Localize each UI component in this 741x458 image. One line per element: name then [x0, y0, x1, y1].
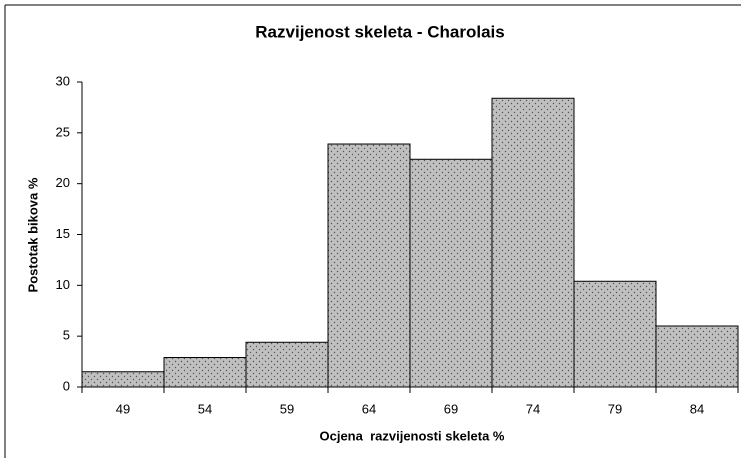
x-tick-label: 64: [362, 401, 376, 416]
y-tick-label: 15: [56, 226, 70, 241]
y-tick-label: 0: [63, 378, 70, 393]
y-tick-label: 25: [56, 124, 70, 139]
x-tick-label: 84: [690, 401, 704, 416]
bar: [409, 158, 493, 388]
x-tick-label: 74: [526, 401, 540, 416]
x-axis-title: Ocjena razvijenosti skeleta %: [320, 428, 505, 443]
x-tick-label: 54: [198, 401, 212, 416]
y-tick-label: 10: [56, 277, 70, 292]
x-tick-label: 49: [116, 401, 130, 416]
y-tick-label: 5: [63, 328, 70, 343]
bar: [245, 341, 329, 388]
y-axis-title: Postotak bikova %: [25, 177, 40, 292]
x-tick-label: 59: [280, 401, 294, 416]
bar: [655, 325, 739, 388]
y-tick-label: 20: [56, 175, 70, 190]
bar: [573, 280, 657, 388]
bar: [327, 143, 411, 388]
x-tick-label: 79: [608, 401, 622, 416]
x-tick-label: 69: [444, 401, 458, 416]
chart-title: Razvijenost skeleta - Charolais: [255, 22, 504, 41]
bar: [81, 371, 165, 388]
y-tick-label: 30: [56, 73, 70, 88]
bar: [491, 97, 575, 388]
bar: [163, 357, 247, 388]
